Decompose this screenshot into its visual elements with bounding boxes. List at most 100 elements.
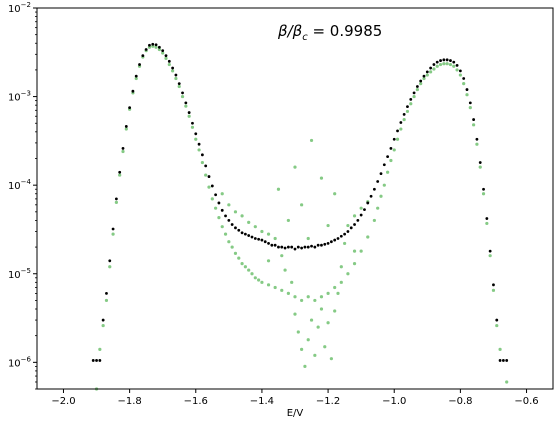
y-tick-label: 10−2 (8, 1, 31, 15)
data-point-green (184, 104, 188, 108)
data-point-green (101, 323, 105, 328)
data-point-green (326, 321, 330, 325)
data-point-black (329, 240, 333, 244)
y-tick-label: 10−3 (8, 90, 31, 104)
data-point-green (243, 265, 247, 269)
data-point-black (207, 175, 211, 178)
data-point-green (296, 330, 300, 334)
data-point-green (273, 285, 277, 290)
data-point-green (438, 62, 443, 67)
data-point-black (303, 245, 307, 249)
data-point-black (260, 238, 264, 242)
data-point-black (220, 208, 224, 212)
data-point-green (283, 268, 287, 272)
data-point-black (114, 197, 118, 201)
data-point-green (180, 94, 185, 99)
data-point-green (346, 272, 350, 276)
data-point-green (237, 256, 241, 260)
data-point-green (352, 262, 357, 266)
data-point-green (415, 87, 419, 92)
data-point-black (263, 240, 267, 244)
data-point-black (283, 246, 287, 250)
data-point-green (190, 125, 195, 129)
data-point-black (230, 223, 234, 226)
x-tick-label: −2.0 (51, 396, 75, 407)
data-point-green (161, 51, 165, 55)
data-point-green (405, 109, 410, 114)
data-point-black (101, 318, 105, 322)
data-point-black (406, 105, 409, 109)
data-point-green (458, 73, 462, 77)
data-point-green (442, 62, 446, 66)
data-point-green (124, 127, 128, 131)
data-point-green (359, 249, 363, 253)
data-point-green (227, 203, 231, 207)
data-point-green (498, 347, 502, 351)
data-point-black (382, 163, 386, 167)
data-point-black (197, 142, 201, 146)
data-point-green (376, 206, 380, 210)
data-point-green (372, 218, 376, 223)
data-point-green (187, 114, 191, 118)
data-point-black (501, 359, 505, 362)
data-point-black (366, 201, 370, 205)
data-point-black (134, 74, 138, 78)
data-point-black (462, 77, 466, 80)
data-point-green (104, 298, 109, 303)
data-point-green (260, 280, 264, 284)
data-point-green (475, 142, 479, 146)
data-point-black (217, 201, 221, 205)
data-point-black (98, 359, 102, 362)
data-point-green (336, 291, 340, 295)
data-point-green (157, 47, 161, 52)
data-point-black (343, 232, 347, 236)
data-point-black (485, 217, 489, 220)
data-point-black (171, 66, 175, 70)
data-point-green (313, 353, 317, 357)
data-point-black (131, 89, 135, 93)
data-point-green (392, 148, 396, 152)
data-point-green (174, 76, 178, 81)
x-tick-label: −1.8 (117, 396, 141, 407)
data-point-green (366, 235, 370, 239)
data-point-black (425, 70, 429, 74)
data-point-green (478, 165, 482, 169)
data-point-black (435, 60, 439, 64)
data-point-black (277, 245, 280, 249)
data-point-black (399, 121, 403, 124)
data-point-green (240, 262, 244, 266)
data-point-green (455, 68, 459, 72)
y-tick-label: 10−4 (8, 178, 32, 192)
data-point-green (481, 192, 486, 196)
data-point-black (339, 234, 343, 238)
data-point-green (472, 123, 476, 127)
data-point-green (326, 223, 330, 228)
x-axis-label: E/V (287, 408, 304, 419)
data-point-green (326, 291, 330, 295)
data-point-green (309, 138, 314, 143)
data-point-black (257, 237, 261, 241)
data-point-black (449, 59, 452, 62)
data-point-black (224, 214, 227, 218)
data-point-green (227, 240, 231, 244)
data-point-green (425, 73, 429, 77)
data-point-black (313, 245, 317, 249)
data-point-black (296, 245, 300, 249)
data-point-green (422, 76, 426, 81)
data-point-black (306, 245, 310, 249)
data-point-green (257, 278, 261, 282)
x-tick-label: −1.4 (250, 396, 274, 407)
data-point-green (468, 106, 472, 110)
data-point-black (270, 243, 274, 247)
data-point-green (276, 187, 281, 191)
data-point-black (455, 63, 459, 67)
data-point-green (343, 241, 347, 246)
data-point-green (207, 185, 211, 189)
x-tick-label: −1.2 (316, 396, 340, 407)
data-point-green (465, 93, 469, 97)
data-point-black (161, 49, 165, 53)
data-point-green (147, 45, 152, 49)
data-point-black (376, 180, 380, 183)
